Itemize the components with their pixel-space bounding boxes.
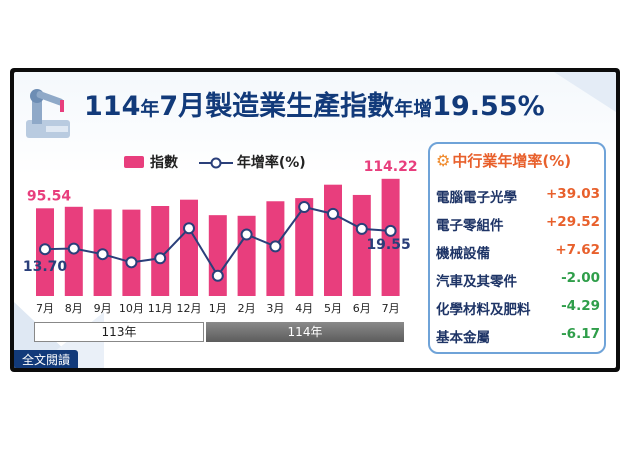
- legend-bar-swatch: [124, 156, 144, 168]
- x-tick-label: 4月: [295, 302, 313, 315]
- x-tick-label: 7月: [382, 302, 400, 315]
- title-growth-value: 19.55%: [432, 91, 545, 122]
- growth-point: [39, 243, 51, 256]
- bar: [381, 178, 400, 296]
- data-label: 95.54: [27, 188, 72, 204]
- bar: [208, 215, 227, 296]
- x-tick-label: 8月: [65, 302, 83, 315]
- title-growth-label: 年增: [394, 98, 433, 120]
- growth-point: [240, 228, 253, 241]
- growth-point: [327, 207, 339, 220]
- panel-title-text: 中行業年增率(%): [452, 152, 572, 170]
- x-tick-label: 2月: [238, 302, 256, 315]
- industry-name: 化學材料及肥料: [436, 302, 531, 318]
- year-group-114: 114年: [206, 322, 404, 342]
- x-tick-label: 11月: [148, 302, 173, 315]
- growth-point: [125, 256, 138, 269]
- data-label: 13.70: [23, 259, 68, 275]
- industry-name: 電腦電子光學: [436, 190, 517, 206]
- x-tick-label: 10月: [119, 302, 144, 315]
- robot-arm-icon: [26, 89, 70, 138]
- legend-bar-label: 指數: [150, 155, 178, 171]
- bar: [237, 215, 256, 296]
- title-subject: 製造業生產指數: [205, 91, 395, 122]
- chart-svg: 7月 8月 9月 10月 11月 12月 1月 2月 3月 4月 5月 6月 7月 95.54 13.70 1…: [23, 159, 418, 315]
- x-tick-label: 9月: [94, 302, 112, 315]
- title-year: 114: [84, 91, 141, 122]
- year-group-113: 113年: [34, 322, 204, 342]
- growth-point: [211, 269, 224, 282]
- industry-name: 基本金屬: [436, 330, 490, 346]
- industry-growth-value: +29.52: [545, 214, 600, 230]
- x-tick-label: 1月: [209, 302, 227, 315]
- industry-row: 電腦電子光學 +39.03: [436, 186, 600, 206]
- infographic-card: 114年7月製造業生產指數年增19.55% 指數 年增率(%) 7月 8月 9月 10…: [14, 72, 616, 368]
- growth-point: [183, 222, 195, 235]
- industry-growth-panel: ⚙ 中行業年增率(%) 電腦電子光學 +39.03 電子零組件 +29.52 機械設備 +7…: [428, 142, 606, 354]
- legend-line-swatch: [198, 157, 233, 169]
- data-label: 19.55: [366, 237, 410, 253]
- industry-row: 汽車及其零件 -2.00: [436, 270, 600, 290]
- x-tick-label: 12月: [177, 302, 202, 315]
- gear-icon: ⚙: [436, 151, 451, 170]
- legend-line-label: 年增率(%): [236, 155, 306, 171]
- industry-row: 機械設備 +7.62: [436, 242, 600, 262]
- growth-point: [269, 240, 282, 253]
- bar: [122, 209, 141, 296]
- data-label: 114.22: [364, 159, 418, 175]
- growth-point: [154, 252, 167, 265]
- title-month: 7月: [159, 91, 206, 122]
- industry-growth-value: -6.17: [561, 326, 600, 342]
- industry-name: 電子零組件: [436, 218, 504, 234]
- title-year-unit: 年: [140, 98, 160, 120]
- bar: [295, 198, 314, 296]
- page-title: 114年7月製造業生產指數年增19.55%: [84, 84, 604, 123]
- x-tick-label: 3月: [266, 302, 284, 315]
- industry-row: 化學材料及肥料 -4.29: [436, 298, 600, 318]
- bar: [151, 206, 170, 296]
- industry-growth-value: +7.62: [555, 242, 600, 258]
- growth-point: [67, 242, 80, 255]
- panel-title: ⚙ 中行業年增率(%): [436, 150, 571, 171]
- industry-growth-value: -2.00: [561, 270, 600, 286]
- bar: [180, 199, 198, 296]
- industry-name: 汽車及其零件: [436, 274, 517, 290]
- growth-point: [384, 224, 397, 237]
- industry-row: 基本金屬 -6.17: [436, 326, 600, 346]
- read-more-button[interactable]: 全文閱讀: [14, 350, 78, 368]
- industry-growth-value: -4.29: [561, 298, 600, 314]
- bar: [324, 184, 342, 296]
- x-tick-label: 6月: [353, 302, 371, 315]
- industry-row: 電子零組件 +29.52: [436, 214, 600, 234]
- bar: [352, 194, 371, 296]
- growth-point: [96, 248, 109, 261]
- industry-name: 機械設備: [436, 246, 490, 262]
- x-tick-label: 5月: [324, 302, 342, 315]
- growth-point: [298, 201, 311, 213]
- chart-legend: 指數 年增率(%): [124, 152, 306, 172]
- industry-growth-value: +39.03: [545, 186, 600, 202]
- x-tick-label: 7月: [36, 302, 54, 315]
- growth-point: [355, 222, 368, 235]
